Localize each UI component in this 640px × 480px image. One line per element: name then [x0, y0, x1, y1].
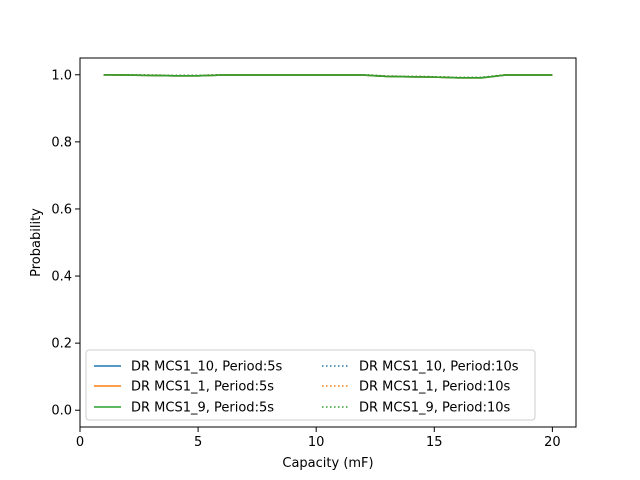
y-axis-label: Probability [29, 208, 44, 277]
legend-label-0: DR MCS1_10, Period:5s [131, 360, 282, 375]
y-tick-label: 0.4 [51, 270, 72, 285]
y-tick-label: 1.0 [51, 68, 72, 83]
y-tick-label: 0.0 [51, 404, 72, 419]
legend-label-5: DR MCS1_9, Period:10s [359, 401, 510, 416]
plot-frame [79, 57, 577, 428]
x-axis-label: Capacity (mF) [282, 456, 373, 471]
legend-label-3: DR MCS1_10, Period:10s [359, 360, 519, 375]
x-tick-label: 0 [76, 435, 84, 450]
x-tick-label: 10 [308, 435, 325, 450]
legend-label-1: DR MCS1_1, Period:5s [131, 380, 274, 395]
legend-box [85, 349, 536, 421]
legend-label-4: DR MCS1_1, Period:10s [359, 380, 510, 395]
x-axis: 0 5 10 15 20 [76, 427, 561, 450]
y-tick-label: 0.2 [51, 337, 72, 352]
x-tick-label: 15 [426, 435, 443, 450]
legend: DR MCS1_10, Period:5s DR MCS1_1, Period:5… [85, 349, 536, 421]
x-tick-label: 20 [544, 435, 561, 450]
y-tick-label: 0.6 [51, 202, 72, 217]
series-layer [103, 73, 553, 79]
x-tick-label: 5 [194, 435, 202, 450]
y-axis: 0.0 0.2 0.4 0.6 0.8 1.0 [51, 68, 80, 419]
series-line-5 [103, 73, 553, 79]
legend-label-2: DR MCS1_9, Period:5s [131, 401, 274, 416]
y-tick-label: 0.8 [51, 135, 72, 150]
